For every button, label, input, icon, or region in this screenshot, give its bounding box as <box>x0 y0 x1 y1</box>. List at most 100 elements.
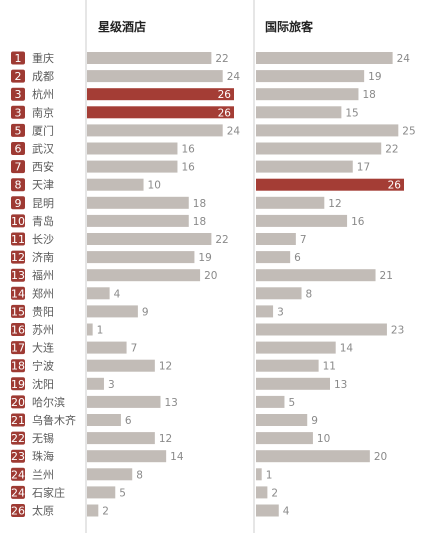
bar-series-2 <box>256 486 268 499</box>
city-label: 石家庄 <box>32 485 65 499</box>
bar-series-2 <box>256 142 382 155</box>
city-label: 天津 <box>32 179 54 192</box>
rank-number: 18 <box>11 360 25 373</box>
bar-series-2 <box>256 341 336 354</box>
chart-row: 10 青岛 18 16 <box>11 214 365 228</box>
city-label: 厦门 <box>32 123 54 137</box>
rank-number: 21 <box>11 414 25 427</box>
chart-row: 18 宁波 12 11 <box>11 359 336 373</box>
value-label-series-1: 22 <box>215 53 228 65</box>
city-label: 长沙 <box>32 233 54 246</box>
value-label-series-2: 12 <box>328 198 341 210</box>
city-label: 西安 <box>32 160 54 174</box>
value-label-series-2: 9 <box>311 415 318 427</box>
chart-row: 6 武汉 16 22 <box>11 142 399 156</box>
rank-badge <box>11 504 25 517</box>
rank-badge <box>11 105 25 119</box>
rank-number: 7 <box>15 161 22 174</box>
bar-series-1 <box>87 233 212 245</box>
value-label-series-1: 16 <box>181 162 195 174</box>
value-label-series-2: 7 <box>300 234 307 246</box>
bar-series-2 <box>256 52 393 64</box>
value-label-series-1: 26 <box>218 107 232 119</box>
rank-number: 9 <box>15 197 22 210</box>
rank-number: 23 <box>11 450 25 463</box>
value-label-series-2: 20 <box>374 451 387 463</box>
chart-row: 19 沈阳 3 13 <box>11 377 347 391</box>
rank-badge <box>11 87 25 101</box>
rank-badge <box>11 485 25 499</box>
chart-row: 2 成都 24 19 <box>11 69 382 83</box>
city-label: 哈尔滨 <box>32 395 65 409</box>
value-label-series-2: 13 <box>334 379 347 391</box>
chart-row: 26 太原 2 4 <box>11 504 290 518</box>
bar-series-1 <box>87 432 155 445</box>
city-label: 太原 <box>32 505 54 518</box>
bar-series-2 <box>256 468 262 481</box>
rank-badge <box>11 268 25 282</box>
rank-number: 14 <box>11 287 25 300</box>
rank-number: 15 <box>11 305 25 318</box>
value-label-series-2: 4 <box>283 506 290 518</box>
city-label: 贵阳 <box>32 305 54 318</box>
rank-number: 24 <box>11 468 25 481</box>
value-label-series-1: 2 <box>102 506 109 518</box>
rank-number: 22 <box>11 432 25 445</box>
rank-badge <box>11 160 25 174</box>
rank-number: 2 <box>15 70 22 83</box>
value-label-series-1: 9 <box>142 306 149 318</box>
rank-badge <box>11 359 25 373</box>
chart-row: 24 石家庄 5 2 <box>11 485 278 499</box>
bar-series-2 <box>256 323 387 336</box>
bar-series-1 <box>87 468 133 481</box>
bar-series-2 <box>256 124 399 137</box>
city-label: 宁波 <box>32 359 54 373</box>
bar-series-1 <box>87 52 212 64</box>
bar-series-1 <box>87 305 138 318</box>
rank-badge <box>11 142 25 155</box>
bar-series-2 <box>256 70 365 83</box>
value-label-series-1: 5 <box>119 487 126 499</box>
value-label-series-2: 17 <box>357 162 370 174</box>
city-label: 珠海 <box>32 449 54 463</box>
bar-series-1 <box>87 486 116 499</box>
rank-badge <box>11 377 25 391</box>
chart-row: 23 珠海 14 20 <box>11 449 387 463</box>
series-header-1: 星级酒店 <box>98 19 146 34</box>
bar-series-2 <box>256 305 274 318</box>
value-label-series-2: 16 <box>351 216 365 228</box>
city-label: 青岛 <box>32 214 54 228</box>
bar-series-2 <box>256 504 279 517</box>
value-label-series-1: 1 <box>97 325 104 337</box>
rank-number: 3 <box>15 88 22 101</box>
chart-row: 9 昆明 18 12 <box>11 196 342 210</box>
rank-number: 3 <box>15 106 22 119</box>
value-label-series-2: 3 <box>277 306 284 318</box>
bar-series-1 <box>87 504 99 517</box>
value-label-series-1: 14 <box>170 451 184 463</box>
city-label: 乌鲁木齐 <box>32 413 76 427</box>
chart-row: 3 南京 26 15 <box>11 105 359 119</box>
chart-row: 14 郑州 4 8 <box>11 286 312 300</box>
rank-number: 24 <box>11 486 25 499</box>
rank-number: 17 <box>11 342 25 355</box>
value-label-series-1: 12 <box>159 361 172 373</box>
value-label-series-1: 22 <box>215 234 228 246</box>
bar-series-2 <box>256 88 359 101</box>
bar-series-1 <box>87 377 104 390</box>
value-label-series-1: 24 <box>227 125 241 137</box>
value-label-series-2: 24 <box>397 53 411 65</box>
value-label-series-1: 13 <box>165 397 178 409</box>
value-label-series-1: 3 <box>108 379 115 391</box>
bar-series-1 <box>87 196 189 209</box>
bar-series-2 <box>256 160 353 173</box>
bar-series-1 <box>87 323 93 336</box>
rank-badge <box>11 395 25 409</box>
chart-row: 20 哈尔滨 13 5 <box>11 395 295 409</box>
bar-series-1 <box>87 88 234 101</box>
rank-badge <box>11 304 25 318</box>
value-label-series-2: 18 <box>362 89 375 101</box>
city-label: 大连 <box>32 341 54 355</box>
chart-row: 24 兰州 8 1 <box>11 467 272 481</box>
bar-series-1 <box>87 251 195 264</box>
